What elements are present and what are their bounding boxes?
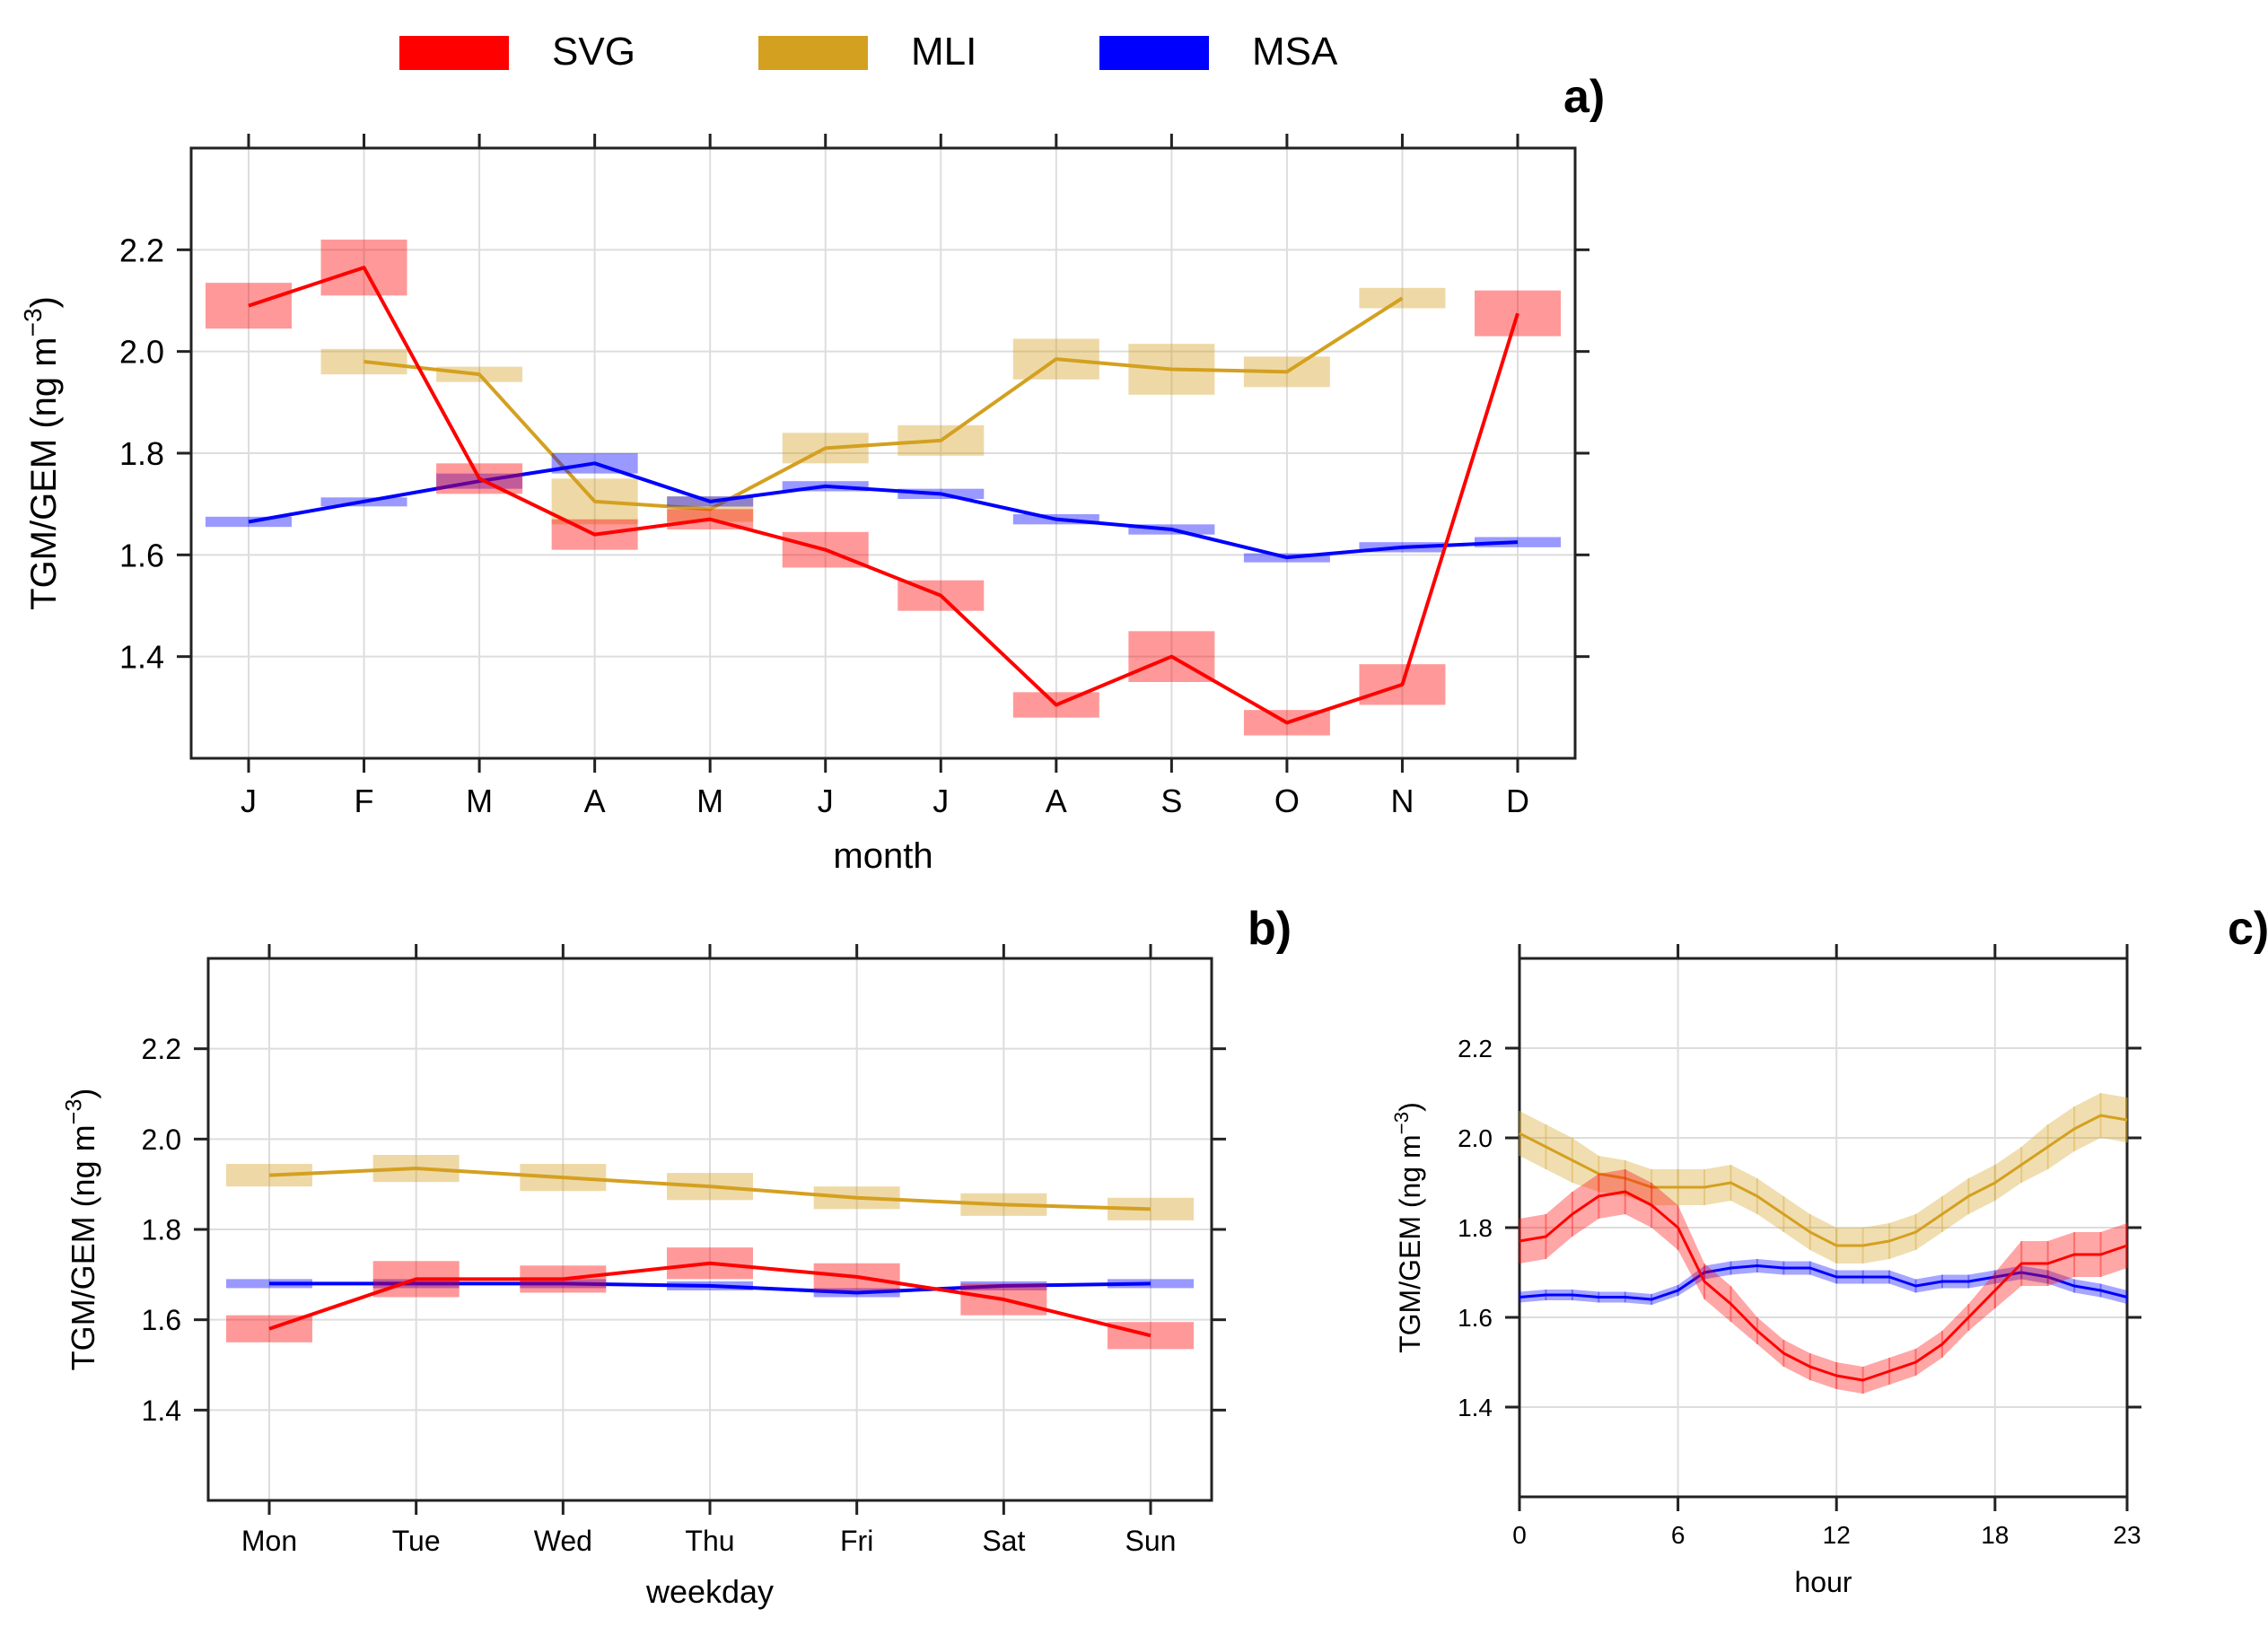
y-tick-label: 2.2 — [1458, 1035, 1493, 1062]
y-tick-label: 1.8 — [1458, 1214, 1493, 1242]
x-tick-label: N — [1390, 783, 1414, 819]
series-msa — [206, 453, 1561, 563]
y-tick-label: 2.2 — [119, 232, 164, 268]
ci-band-svg — [1519, 1169, 2127, 1394]
y-tick-label: 1.8 — [142, 1214, 181, 1246]
y-axis-label-main: TGM/GEM (ng m — [65, 1124, 101, 1370]
x-tick-label: J — [241, 783, 257, 819]
panel-label: b) — [1248, 903, 1292, 955]
x-tick-label: J — [933, 783, 949, 819]
x-tick-label: Thu — [685, 1525, 734, 1557]
x-tick-label: 6 — [1671, 1521, 1686, 1549]
series-svg — [1519, 1169, 2128, 1394]
x-tick-label: A — [584, 783, 606, 819]
gridlines — [208, 958, 1212, 1500]
series-line-mli — [1519, 1114, 2128, 1247]
x-tick-label: 12 — [1823, 1521, 1851, 1549]
legend-swatch-svg — [399, 36, 509, 70]
series-line-mli — [363, 296, 1404, 512]
axis-ticks: Mon Tue Wed Thu Fri Sat Sun 1.4 1.6 1.8 2.0 2.2 — [142, 944, 1226, 1557]
y-axis-label-tail: ) — [65, 1089, 101, 1099]
series-line-msa — [248, 461, 1519, 560]
x-tick-label: Fri — [840, 1525, 873, 1557]
x-tick-label: M — [466, 783, 493, 819]
y-axis-label: TGM/GEM (ng m−3) — [62, 1089, 101, 1371]
y-axis-label: TGM/GEM (ng m−3) — [19, 296, 64, 610]
panel-b-weekday: Mon Tue Wed Thu Fri Sat Sun 1.4 1.6 1.8 2.0 2.2 week… — [62, 903, 1292, 1610]
y-axis-label-main: TGM/GEM (ng m — [1394, 1134, 1426, 1353]
y-tick-label: 1.4 — [142, 1395, 181, 1427]
series-line-svg — [248, 266, 1519, 725]
x-tick-label: Mon — [241, 1525, 297, 1557]
y-axis-label-tail: ) — [24, 296, 64, 308]
y-axis-label-exponent: −3 — [1390, 1112, 1413, 1135]
x-tick-label: F — [355, 783, 374, 819]
x-tick-label: 0 — [1512, 1521, 1527, 1549]
x-tick-label: S — [1160, 783, 1182, 819]
legend-label-svg: SVG — [552, 30, 635, 74]
y-axis-label-main: TGM/GEM (ng m — [24, 337, 64, 609]
legend-label-msa: MSA — [1252, 30, 1338, 74]
x-tick-label: J — [818, 783, 834, 819]
panel-label: a) — [1563, 71, 1605, 123]
x-tick-label: O — [1274, 783, 1300, 819]
y-axis-label: TGM/GEM (ng m−3) — [1390, 1102, 1426, 1353]
x-tick-label: Tue — [392, 1525, 441, 1557]
panel-c-hourly: 0 6 12 18 23 1.4 1.6 1.8 2.0 2.2 hour TGM/GEM (ng m… — [1390, 903, 2268, 1598]
x-tick-label: A — [1046, 783, 1067, 819]
axis-ticks: 0 6 12 18 23 1.4 1.6 1.8 2.0 2.2 — [1458, 944, 2141, 1549]
series-msa — [1519, 1259, 2128, 1305]
y-axis-label-tail: ) — [1394, 1102, 1426, 1112]
y-axis-label-exponent: −3 — [19, 308, 47, 337]
series-mli — [226, 1154, 1194, 1220]
x-axis-label: weekday — [645, 1573, 774, 1610]
y-tick-label: 2.0 — [119, 334, 164, 371]
ci-band-mli — [1519, 1093, 2127, 1264]
x-tick-label: M — [696, 783, 723, 819]
x-tick-label: 23 — [2113, 1521, 2141, 1549]
x-tick-label: 18 — [1981, 1521, 2009, 1549]
legend: SVG MLI MSA — [399, 30, 1338, 74]
x-tick-label: Sat — [982, 1525, 1025, 1557]
legend-swatch-mli — [758, 36, 868, 70]
series-svg — [226, 1247, 1194, 1350]
x-tick-label: D — [1506, 783, 1529, 819]
legend-swatch-msa — [1099, 36, 1209, 70]
y-axis-label-exponent: −3 — [62, 1099, 87, 1125]
y-tick-label: 2.2 — [142, 1033, 181, 1065]
y-tick-label: 1.8 — [119, 435, 164, 472]
series-mli — [1519, 1093, 2128, 1264]
x-tick-label: Sun — [1125, 1525, 1177, 1557]
y-tick-label: 2.0 — [1458, 1124, 1493, 1152]
series-svg — [206, 240, 1561, 736]
series-msa — [226, 1279, 1194, 1298]
gridlines — [191, 148, 1575, 758]
y-tick-label: 1.6 — [142, 1304, 181, 1336]
y-tick-label: 1.6 — [119, 537, 164, 573]
y-tick-label: 1.6 — [1458, 1304, 1493, 1332]
series-line-msa — [1519, 1264, 2128, 1301]
legend-label-mli: MLI — [911, 30, 976, 74]
y-tick-label: 2.0 — [142, 1124, 181, 1156]
series-line-svg — [1519, 1190, 2128, 1382]
axis-ticks: J F M A M J J A S O N D 1.4 1.6 1.8 2.0 2.2 — [119, 134, 1589, 819]
y-tick-label: 1.4 — [119, 639, 164, 676]
y-tick-label: 1.4 — [1458, 1394, 1493, 1421]
x-axis-label: month — [833, 836, 933, 876]
panel-label: c) — [2228, 903, 2268, 955]
x-tick-label: Wed — [534, 1525, 592, 1557]
panel-a-monthly: J F M A M J J A S O N D 1.4 1.6 1.8 2.0 2.2 month TGM/GEM … — [19, 71, 1605, 876]
x-axis-label: hour — [1794, 1566, 1852, 1598]
